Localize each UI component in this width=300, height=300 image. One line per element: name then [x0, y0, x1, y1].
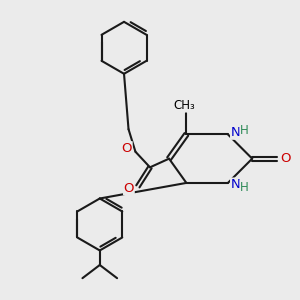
Text: H: H: [240, 124, 249, 137]
Text: O: O: [124, 182, 134, 195]
Text: N: N: [231, 126, 240, 139]
Text: O: O: [280, 152, 291, 165]
Text: H: H: [240, 181, 249, 194]
Text: N: N: [231, 178, 240, 191]
Text: O: O: [122, 142, 132, 155]
Text: CH₃: CH₃: [174, 99, 196, 112]
